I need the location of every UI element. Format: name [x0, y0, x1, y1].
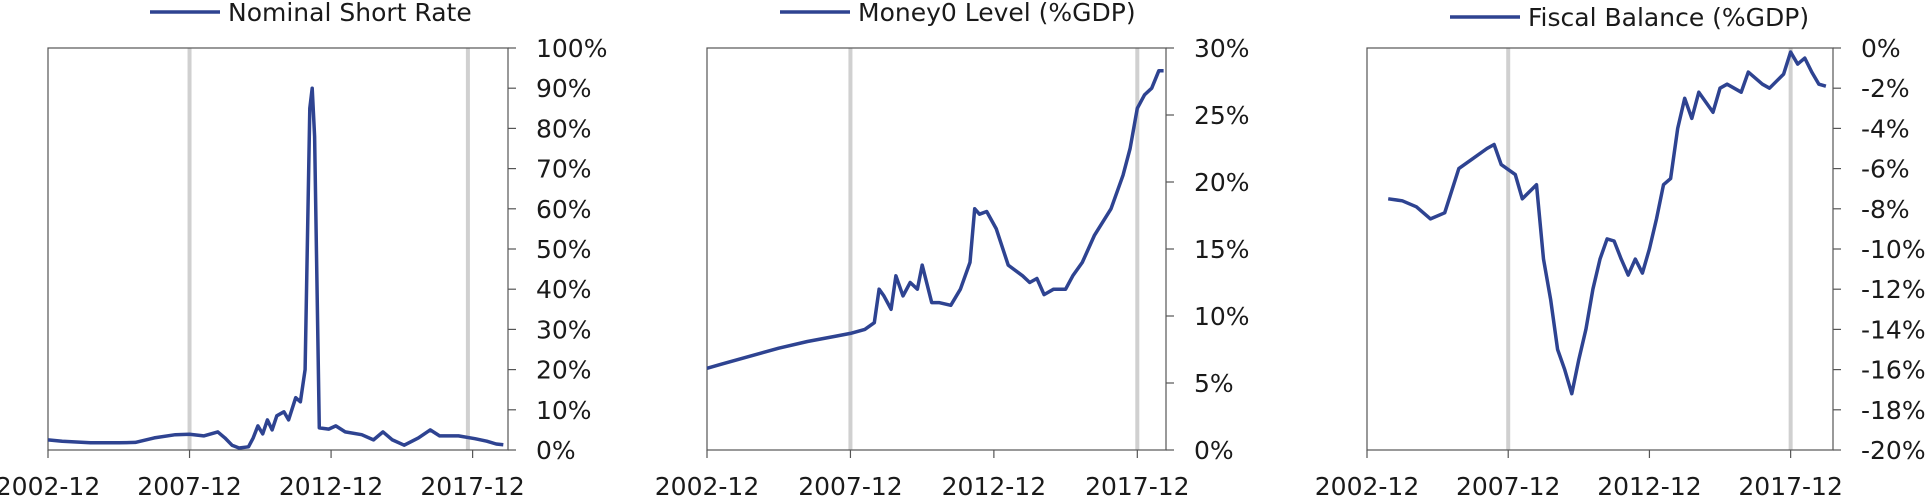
x-tick-label: 2012-12 [1597, 472, 1701, 498]
y-tick-label: 20% [536, 356, 592, 385]
chart-panel-3: -20% -18% -16% -14% -12% -10% -8% -6% -4% -2% 0% 20… [1315, 3, 1926, 498]
chart-panel-2: 0% 5% 10% 15% 20% 25% 30% 2002-12 2007-12 2012-12… [655, 0, 1250, 498]
y-tick-label: 90% [536, 74, 592, 103]
x-tick-label: 2002-12 [1315, 472, 1419, 498]
y-tick-label: 0% [536, 436, 576, 465]
y-tick-label: 30% [536, 315, 592, 344]
series-line [1387, 50, 1827, 396]
y-tick-label: -10% [1861, 235, 1926, 264]
y-tick-label: 10% [536, 396, 592, 425]
series-line [47, 86, 504, 450]
x-tick-label: 2002-12 [655, 472, 759, 498]
legend-label: Money0 Level (%GDP) [858, 0, 1136, 27]
x-tick-label: 2017-12 [420, 472, 524, 498]
chart-panel-1: 0% 10% 20% 30% 40% 50% 60% 70% 80% 90% 100% 2002-12… [0, 0, 607, 498]
y-tick-label: 50% [536, 235, 592, 264]
y-tick-label: 15% [1194, 235, 1250, 264]
y-tick-label: -20% [1861, 436, 1926, 465]
y-tick-label: -4% [1861, 114, 1910, 143]
plot-frame [47, 47, 509, 451]
x-tick-label: 2002-12 [0, 472, 100, 498]
y-tick-label: 30% [1194, 34, 1250, 63]
y-tick-label: -6% [1861, 155, 1910, 184]
x-tick-label: 2012-12 [279, 472, 383, 498]
y-tick-label: 0% [1861, 34, 1901, 63]
y-tick-label: 25% [1194, 101, 1250, 130]
y-tick-label: 70% [536, 155, 592, 184]
y-tick-label: -16% [1861, 356, 1926, 385]
series-line [706, 69, 1164, 370]
y-tick-label: -2% [1861, 74, 1910, 103]
y-tick-label: -12% [1861, 275, 1926, 304]
legend-label: Fiscal Balance (%GDP) [1528, 3, 1809, 32]
y-tick-label: 40% [536, 275, 592, 304]
x-tick-label: 2012-12 [942, 472, 1046, 498]
y-tick-label: 20% [1194, 168, 1250, 197]
plot-frame [1366, 47, 1834, 451]
x-tick-label: 2007-12 [1456, 472, 1560, 498]
legend-label: Nominal Short Rate [228, 0, 472, 27]
y-tick-label: 60% [536, 195, 592, 224]
y-tick-label: -14% [1861, 315, 1926, 344]
y-tick-label: -8% [1861, 195, 1910, 224]
y-tick-label: 100% [536, 34, 607, 63]
x-tick-label: 2017-12 [1738, 472, 1842, 498]
y-tick-label: 0% [1194, 436, 1234, 465]
x-tick-label: 2017-12 [1085, 472, 1189, 498]
x-tick-label: 2007-12 [798, 472, 902, 498]
y-tick-label: 5% [1194, 369, 1234, 398]
y-tick-label: 10% [1194, 302, 1250, 331]
y-tick-label: 80% [536, 114, 592, 143]
plot-frame [706, 47, 1167, 451]
y-tick-label: -18% [1861, 396, 1926, 425]
x-tick-label: 2007-12 [137, 472, 241, 498]
